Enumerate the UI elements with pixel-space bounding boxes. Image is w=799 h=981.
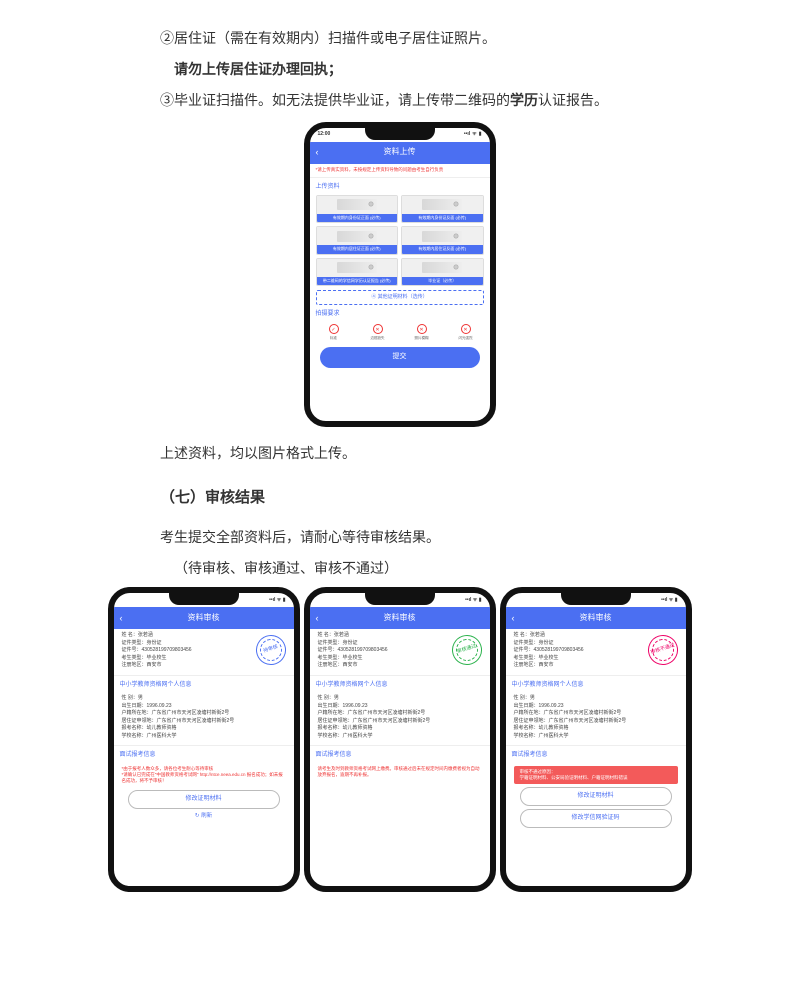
req-icon: ✕照片模糊	[405, 324, 439, 341]
divider	[114, 745, 294, 746]
back-icon[interactable]: ‹	[316, 610, 319, 626]
line3-a: ③毕业证扫描件。如无法提供毕业证，请上传带二维码的	[160, 92, 510, 108]
para-line5: （待审核、审核通过、审核不通过）	[160, 556, 759, 581]
divider	[506, 675, 686, 676]
section-ms: 面试报考信息	[310, 748, 490, 763]
upload-cell[interactable]: 带二维码的学信网学历认证报告 (必传)	[316, 258, 399, 286]
status-icons: ••ılᯤ▮	[464, 130, 482, 139]
heading-7: （七）审核结果	[160, 484, 759, 511]
base-info: 审核不通过 姓 名：张若涵 证件类型：身份证 证件号：4305281997098…	[506, 629, 686, 673]
refresh-icon: ↻	[195, 813, 200, 819]
person-info: 性 别：男 出生日期：1996.09.23 户籍所在地：广东省广州市天河区凌塘村…	[310, 692, 490, 743]
status-time: 12:00	[318, 130, 331, 139]
notch-icon	[365, 128, 435, 140]
upload-cell[interactable]: 有效期内居住证反面 (必传)	[401, 226, 484, 254]
section-shot-req: 拍摄要求	[310, 307, 490, 322]
section-person: 中小学教师资格网个人信息	[506, 678, 686, 693]
topbar-title: 资料上传	[384, 145, 416, 159]
phone-upload: 12:00 ••ılᯤ▮ ‹ 资料上传 *请上传真实资料，未按规定上传资料导致的…	[304, 122, 496, 427]
base-info: 审核通过 姓 名：张若涵 证件类型：身份证 证件号：43052819970980…	[310, 629, 490, 673]
req-icon: ✕边框缺失	[361, 324, 395, 341]
phone-review-pass: ••ıl ᯤ ▮ ‹资料审核 审核通过 姓 名：张若涵 证件类型：身份证 证件号…	[304, 587, 496, 892]
extra-material-link[interactable]: ④ 其他证明材料（选传）	[316, 290, 484, 305]
divider	[114, 675, 294, 676]
section-ms: 面试报考信息	[506, 748, 686, 763]
back-icon[interactable]: ‹	[316, 144, 319, 160]
shot-req-icons: ✓标准 ✕边框缺失 ✕照片模糊 ✕闪光强烈	[310, 322, 490, 343]
topbar-upload: ‹ 资料上传	[310, 142, 490, 164]
line3-b: 学历	[510, 92, 538, 108]
phone-review-pending: ••ıl ᯤ ▮ ‹资料审核 待审核 姓 名：张若涵 证件类型：身份证 证件号：…	[108, 587, 300, 892]
refresh-button[interactable]: ↻ 刷新	[114, 812, 294, 822]
notch-icon	[561, 593, 631, 605]
back-icon[interactable]: ‹	[120, 610, 123, 626]
battery-icon: ▮	[479, 130, 482, 139]
para-line3: ③毕业证扫描件。如无法提供毕业证，请上传带二维码的学历认证报告。	[160, 88, 759, 113]
topbar-title: 资料审核	[384, 611, 416, 625]
para-line2-bold: 请勿上传居住证办理回执；	[160, 57, 759, 82]
notch-icon	[365, 593, 435, 605]
section-person: 中小学教师资格网个人信息	[114, 678, 294, 693]
back-icon[interactable]: ‹	[512, 610, 515, 626]
req-icon: ✓标准	[317, 324, 351, 341]
upload-grid: 有效期内身份证正面 (必传) 有效期内身份证反面 (必传) 有效期内居住证正面 …	[310, 195, 490, 286]
para-after-phone: 上述资料，均以图片格式上传。	[160, 441, 759, 466]
divider	[310, 745, 490, 746]
phone-review-fail: ••ıl ᯤ ▮ ‹资料审核 审核不通过 姓 名：张若涵 证件类型：身份证 证件…	[500, 587, 692, 892]
person-info: 性 别：男 出生日期：1996.09.23 户籍所在地：广东省广州市天河区凌塘村…	[506, 692, 686, 743]
modify-xuexin-button[interactable]: 修改学信网验证码	[520, 809, 672, 828]
modify-material-button[interactable]: 修改证明材料	[128, 790, 280, 809]
wifi-icon: ᯤ	[472, 130, 477, 139]
fail-reason-box: 审核不通过原因： 学籍证明材料、公安局验证明材料、户籍证明材料错误	[514, 766, 678, 784]
topbar-title: 资料审核	[580, 611, 612, 625]
base-info: 待审核 姓 名：张若涵 证件类型：身份证 证件号：430528199709803…	[114, 629, 294, 673]
person-info: 性 别：男 出生日期：1996.09.23 户籍所在地：广东省广州市天河区凌塘村…	[114, 692, 294, 743]
section-person: 中小学教师资格网个人信息	[310, 678, 490, 693]
topbar-title: 资料审核	[188, 611, 220, 625]
section-upload: 上传资料	[310, 180, 490, 195]
upload-cell[interactable]: 有效期内身份证反面 (必传)	[401, 195, 484, 223]
topbar-review: ‹ 资料审核	[506, 607, 686, 629]
divider	[310, 675, 490, 676]
submit-button[interactable]: 提交	[320, 347, 480, 368]
section-ms: 面试报考信息	[114, 748, 294, 763]
para-line1: ②居住证（需在有效期内）扫描件或电子居住证照片。	[160, 26, 759, 51]
topbar-review: ‹ 资料审核	[310, 607, 490, 629]
line3-c: 认证报告。	[538, 92, 608, 108]
notch-icon	[169, 593, 239, 605]
modify-material-button[interactable]: 修改证明材料	[520, 787, 672, 806]
pass-note: 请考生及时到教师资格考试网上缴费。审核通过后未在规定时间内缴费者视为自动放弃报名…	[310, 763, 490, 781]
upload-warning: *请上传真实资料，未按规定上传资料导致的问题由考生自行负责	[310, 164, 490, 175]
para-line4: 考生提交全部资料后，请耐心等待审核结果。	[160, 525, 759, 550]
upload-cell[interactable]: 有效期内身份证正面 (必传)	[316, 195, 399, 223]
req-icon: ✕闪光强烈	[449, 324, 483, 341]
upload-cell[interactable]: 有效期内居住证正面 (必传)	[316, 226, 399, 254]
topbar-review: ‹ 资料审核	[114, 607, 294, 629]
pending-note: *由于报考人数众多，请各位考生耐心等待审核 *请确认已完成在"中国教师资格考试网…	[114, 763, 294, 787]
divider	[310, 177, 490, 178]
upload-cell[interactable]: 毕业证（必传）	[401, 258, 484, 286]
divider	[506, 745, 686, 746]
